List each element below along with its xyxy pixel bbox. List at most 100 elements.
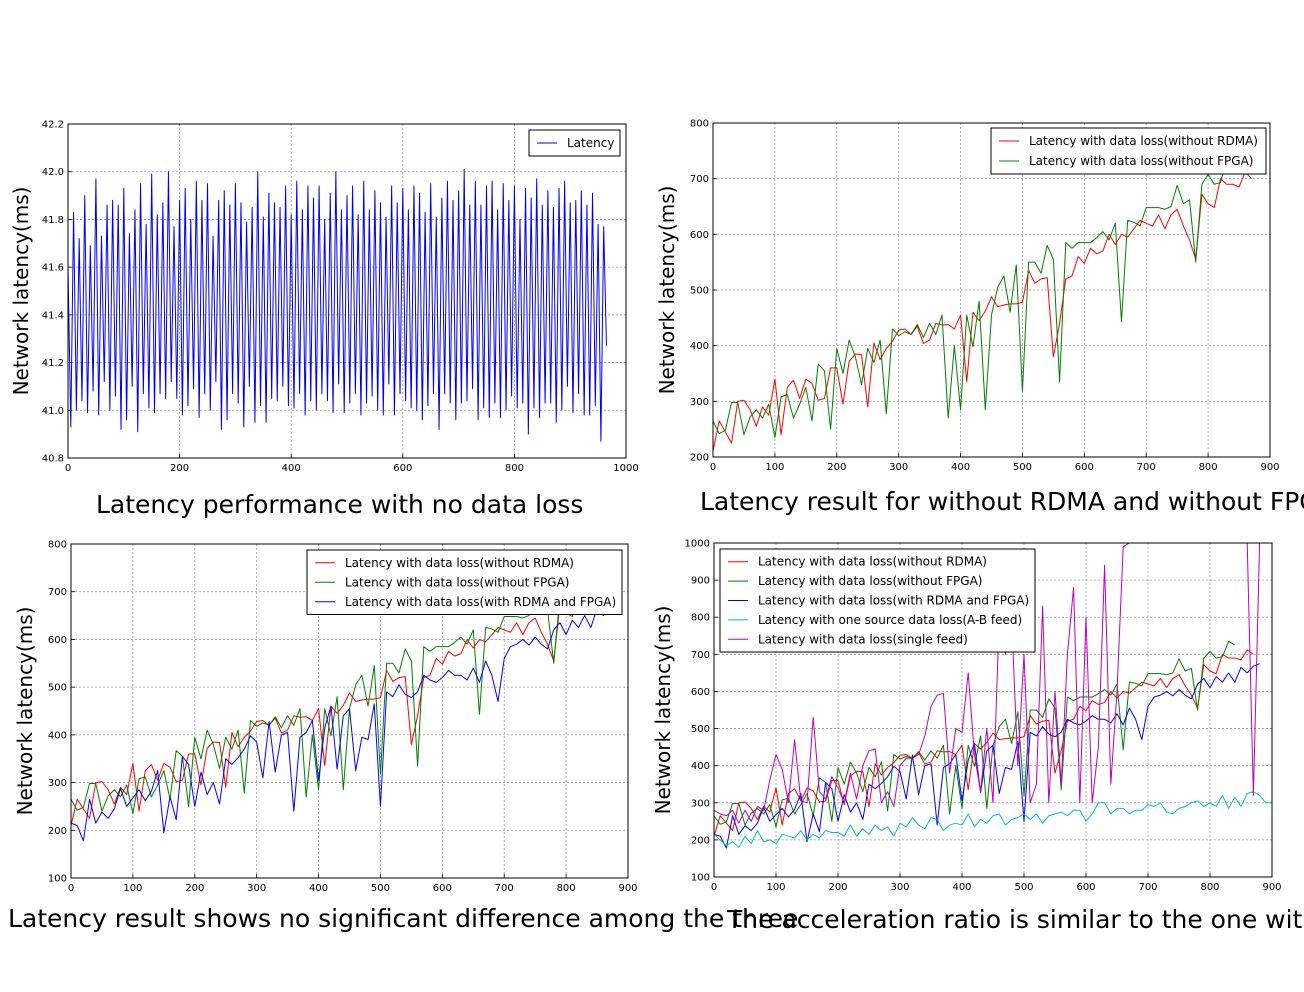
y-tick-label: 400: [48, 730, 67, 741]
x-tick-label: 700: [1137, 462, 1156, 473]
y-tick-label: 200: [690, 453, 709, 464]
y-tick-label: 800: [690, 119, 709, 130]
x-tick-label: 100: [123, 883, 142, 894]
caption-chart-3: Latency result shows no significant diff…: [8, 904, 799, 933]
x-tick-label: 100: [766, 882, 785, 893]
x-tick-label: 200: [185, 883, 204, 894]
y-tick-label: 200: [48, 826, 67, 837]
chart-2: 0 100 200 300 400 500 600 700 800 900 200 300 400 500…: [655, 119, 1280, 474]
x-tick-label: 700: [495, 883, 514, 894]
y-tick-label: 41.6: [42, 263, 64, 274]
x-tick-label: 500: [1013, 462, 1032, 473]
x-tick-label: 900: [1260, 462, 1279, 473]
legend: Latency with data loss(without RDMA) Late…: [990, 127, 1267, 175]
series-line-red: [713, 171, 1252, 452]
y-axis-label: Network latency(ms): [651, 606, 675, 815]
y-axis-label: Network latency(ms): [655, 186, 679, 395]
legend-box: [306, 549, 623, 615]
series-line-red: [714, 649, 1254, 837]
plot-frame: [712, 122, 1271, 458]
plot-frame: [70, 543, 629, 879]
legend-label: Latency with data loss(without FPGA): [345, 575, 569, 589]
x-tick-label: 0: [65, 463, 71, 474]
y-tick-label: 700: [691, 650, 710, 661]
x-tick-label: 900: [618, 883, 637, 894]
x-tick-label: 900: [1262, 882, 1281, 893]
legend-label: Latency: [567, 136, 614, 150]
y-tick-label: 41.0: [42, 406, 64, 417]
legend-box: [990, 127, 1267, 175]
caption-chart-1: Latency performance with no data loss: [96, 490, 584, 519]
y-tick-label: 400: [691, 761, 710, 772]
x-tick-label: 700: [1138, 882, 1157, 893]
plot-frame: [67, 123, 627, 459]
caption-chart-4: The acceleration ratio is similar to the…: [727, 905, 1304, 934]
plot-frame: [713, 542, 1273, 878]
x-tick-label: 0: [711, 882, 717, 893]
legend-label: Latency with data loss(without RDMA): [345, 556, 574, 570]
x-tick-label: 800: [505, 463, 524, 474]
y-tick-label: 42.2: [42, 120, 64, 131]
series-line-blue: [68, 168, 607, 442]
x-tick-label: 200: [828, 882, 847, 893]
series-line-green: [714, 640, 1236, 828]
legend-label: Latency with data loss(without RDMA): [758, 555, 987, 569]
series-line-magenta: [714, 543, 1266, 824]
x-tick-label: 600: [1075, 462, 1094, 473]
x-tick-label: 300: [247, 883, 266, 894]
x-tick-label: 0: [68, 883, 74, 894]
y-tick-label: 41.4: [42, 310, 64, 321]
x-tick-label: 200: [170, 463, 189, 474]
x-tick-label: 400: [282, 463, 301, 474]
series-line-blue: [71, 603, 616, 842]
series-line-green: [713, 158, 1234, 439]
series-line-red: [71, 585, 610, 826]
legend: Latency with data loss(without RDMA) Late…: [719, 548, 1036, 653]
y-tick-label: 600: [690, 230, 709, 241]
y-tick-label: 700: [690, 174, 709, 185]
y-tick-label: 500: [691, 724, 710, 735]
y-tick-label: 500: [48, 683, 67, 694]
caption-chart-2: Latency result for without RDMA and with…: [700, 487, 1304, 516]
chart-4: 0 100 200 300 400 500 600 700 800 900100200300400…: [651, 539, 1282, 894]
x-tick-label: 600: [433, 883, 452, 894]
legend-label: Latency with one source data loss(A-B fe…: [758, 613, 1022, 627]
y-tick-label: 800: [691, 613, 710, 624]
x-tick-label: 400: [952, 882, 971, 893]
y-tick-label: 400: [690, 341, 709, 352]
x-tick-label: 300: [889, 462, 908, 473]
y-tick-label: 42.0: [42, 167, 64, 178]
y-tick-label: 500: [690, 286, 709, 297]
x-tick-label: 600: [393, 463, 412, 474]
legend-label: Latency with data loss(single feed): [758, 632, 968, 646]
series-line-green: [71, 574, 592, 815]
x-tick-label: 800: [557, 883, 576, 894]
y-tick-label: 100: [48, 874, 67, 885]
legend-label: Latency with data loss(with RDMA and FPG…: [345, 595, 616, 609]
y-tick-label: 100: [691, 873, 710, 884]
legend-label: Latency with data loss(without FPGA): [1029, 154, 1253, 168]
y-tick-label: 200: [691, 835, 710, 846]
x-tick-label: 400: [951, 462, 970, 473]
y-tick-label: 600: [691, 687, 710, 698]
y-tick-label: 800: [48, 540, 67, 551]
y-tick-label: 700: [48, 587, 67, 598]
x-tick-label: 600: [1076, 882, 1095, 893]
y-tick-label: 900: [691, 576, 710, 587]
y-tick-label: 300: [690, 397, 709, 408]
y-tick-label: 300: [48, 778, 67, 789]
y-tick-label: 1000: [685, 539, 710, 550]
y-tick-label: 41.2: [42, 358, 64, 369]
y-axis-label: Network latency(ms): [13, 607, 37, 816]
x-tick-label: 500: [1014, 882, 1033, 893]
legend-label: Latency with data loss(without RDMA): [1029, 134, 1258, 148]
y-tick-label: 600: [48, 635, 67, 646]
series-line-blue: [714, 663, 1260, 849]
x-tick-label: 300: [890, 882, 909, 893]
x-tick-label: 800: [1200, 882, 1219, 893]
y-tick-label: 300: [691, 798, 710, 809]
legend-label: Latency with data loss(without FPGA): [758, 574, 982, 588]
x-tick-label: 500: [371, 883, 390, 894]
x-tick-label: 0: [710, 462, 716, 473]
